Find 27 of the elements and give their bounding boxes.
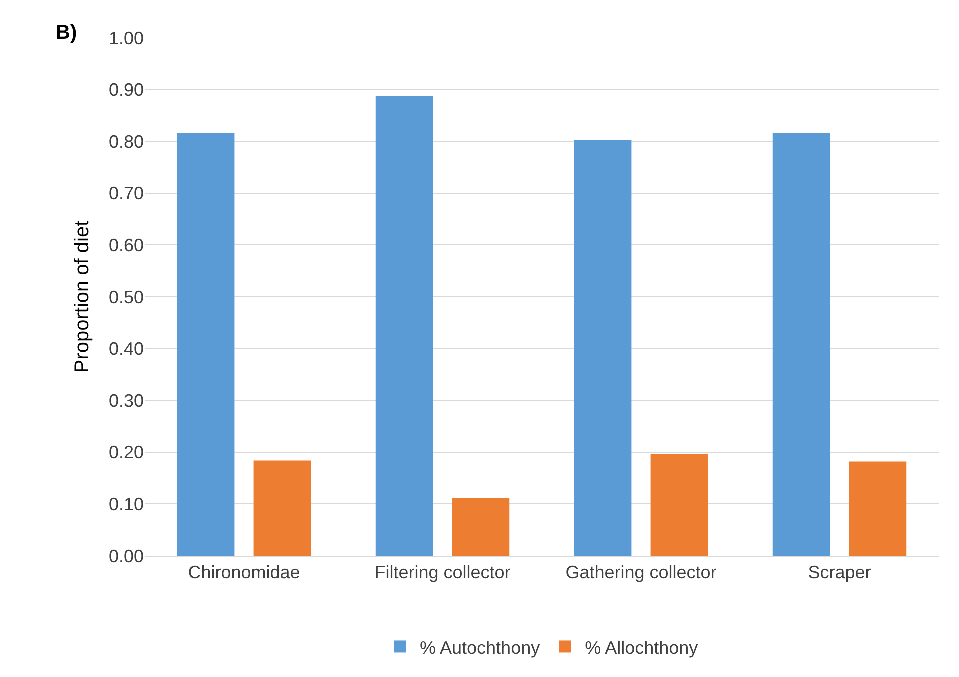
y-tick-label: 0.80 xyxy=(108,132,144,152)
y-tick-label: 0.90 xyxy=(108,80,144,100)
bar xyxy=(772,133,830,556)
y-tick-label: 1.00 xyxy=(108,28,144,48)
bar xyxy=(452,498,510,556)
x-tick-label: Scraper xyxy=(808,562,872,583)
legend-label: % Allochthony xyxy=(585,638,698,658)
bar xyxy=(376,96,434,556)
bar xyxy=(650,454,708,556)
bar xyxy=(177,133,235,556)
legend-label: % Autochthony xyxy=(420,638,540,658)
x-tick-label: Chironomidae xyxy=(188,562,300,583)
y-axis-title: Proportion of diet xyxy=(71,220,94,374)
bar xyxy=(254,460,312,556)
x-tick-label: Filtering collector xyxy=(374,562,511,583)
y-tick-label: 0.70 xyxy=(108,184,144,204)
y-tick-label: 0.30 xyxy=(108,390,144,411)
y-tick-label: 0.20 xyxy=(108,442,144,463)
y-tick-label: 0.00 xyxy=(108,546,144,566)
y-tick-label: 0.10 xyxy=(108,494,144,514)
y-tick-label: 0.50 xyxy=(108,287,144,308)
x-tick-label: Gathering collector xyxy=(566,562,717,583)
bar xyxy=(574,140,632,556)
y-tick-label: 0.60 xyxy=(108,236,144,256)
y-tick-label: 0.40 xyxy=(108,339,144,360)
text: B) xyxy=(56,22,78,44)
bar xyxy=(849,462,907,556)
